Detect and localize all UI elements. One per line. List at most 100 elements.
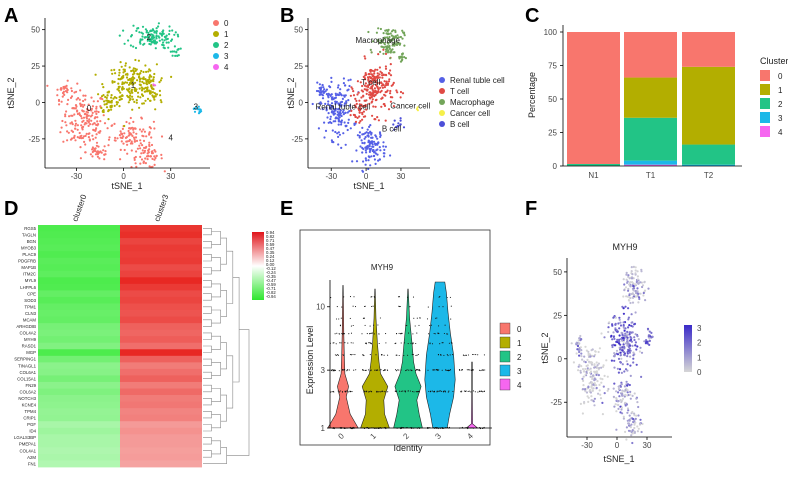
data-point xyxy=(622,295,625,298)
data-point xyxy=(83,103,86,107)
data-point xyxy=(102,114,105,117)
jitter-dot xyxy=(385,333,387,335)
jitter-dot xyxy=(332,369,334,371)
jitter-dot xyxy=(395,370,398,372)
data-point xyxy=(620,408,623,411)
data-point xyxy=(139,39,142,42)
data-point xyxy=(629,335,632,339)
y-tick-label: -25 xyxy=(291,135,303,144)
jitter-dot xyxy=(373,324,375,326)
data-point xyxy=(629,301,632,305)
data-point xyxy=(602,364,605,367)
data-point xyxy=(167,46,170,49)
jitter-dot xyxy=(352,324,354,327)
data-point xyxy=(620,357,623,360)
data-point xyxy=(107,108,110,112)
jitter-dot xyxy=(348,369,350,371)
data-point xyxy=(147,151,150,154)
data-point xyxy=(403,34,406,37)
gene-label: TAGLN xyxy=(22,232,36,237)
data-point xyxy=(356,134,359,137)
data-point xyxy=(154,108,157,111)
data-point xyxy=(381,76,384,79)
jitter-dot xyxy=(350,354,353,356)
data-point xyxy=(631,429,634,432)
data-point xyxy=(393,128,396,131)
data-point xyxy=(106,99,109,102)
data-point xyxy=(355,102,358,105)
data-point xyxy=(140,89,144,92)
heatmap-cell xyxy=(120,270,202,278)
dendrogram-branch xyxy=(211,257,221,272)
data-point xyxy=(628,296,631,299)
heatmap-cell xyxy=(120,296,202,304)
data-point xyxy=(389,57,392,60)
jitter-dot xyxy=(441,342,443,344)
data-point xyxy=(626,407,630,410)
jitter-dot xyxy=(343,333,346,335)
jitter-dot xyxy=(433,391,435,393)
data-point xyxy=(95,133,98,136)
data-point xyxy=(366,128,369,131)
data-point xyxy=(637,338,640,341)
data-point xyxy=(147,33,150,36)
data-point xyxy=(128,122,131,125)
heatmap-cell xyxy=(120,414,202,422)
data-point xyxy=(90,96,93,99)
data-point xyxy=(629,390,632,393)
x-tick-label: 2 xyxy=(401,431,411,441)
data-point xyxy=(87,136,90,139)
data-point xyxy=(379,27,382,31)
data-point xyxy=(141,134,144,137)
data-point xyxy=(136,79,139,82)
data-point xyxy=(94,136,97,139)
jitter-dot xyxy=(367,391,369,393)
data-point xyxy=(643,280,646,283)
heatmap-cell xyxy=(120,421,202,429)
jitter-dot xyxy=(449,296,451,298)
gene-label: COL6A1 xyxy=(20,370,37,375)
data-point xyxy=(155,63,158,66)
dendrogram-branch xyxy=(226,355,234,409)
data-point xyxy=(144,78,147,81)
panel-b-ylabel: tSNE_2 xyxy=(286,77,296,108)
data-point xyxy=(103,122,107,125)
data-point xyxy=(607,330,610,334)
data-point xyxy=(376,85,379,88)
data-point xyxy=(356,80,359,83)
data-point xyxy=(151,91,154,94)
data-point xyxy=(335,100,338,103)
y-tick-label: 50 xyxy=(31,26,40,35)
data-point xyxy=(80,103,84,106)
heatmap-cell xyxy=(120,257,202,265)
heatmap-cell xyxy=(120,225,202,232)
data-point xyxy=(141,38,144,41)
data-point xyxy=(623,395,626,398)
data-point xyxy=(578,354,581,357)
heatmap-cell xyxy=(38,401,120,409)
data-point xyxy=(380,71,383,75)
data-point xyxy=(131,78,134,81)
data-point xyxy=(630,321,633,324)
jitter-dot xyxy=(466,369,468,371)
jitter-dot xyxy=(472,369,474,371)
data-point xyxy=(368,143,371,146)
data-point xyxy=(371,114,374,117)
scale-tick-label: 0.47 xyxy=(266,246,275,251)
bar-segment xyxy=(682,66,735,145)
data-point xyxy=(626,280,629,283)
data-point xyxy=(133,100,136,103)
data-point xyxy=(392,37,395,40)
data-point xyxy=(121,136,124,139)
jitter-dot xyxy=(460,369,462,371)
data-point xyxy=(342,132,345,135)
dendrogram-branch xyxy=(203,228,212,236)
data-point xyxy=(154,156,157,160)
data-point xyxy=(627,342,630,345)
legend-swatch xyxy=(439,99,445,105)
data-point xyxy=(324,129,328,132)
x-tick-label: -30 xyxy=(581,441,593,450)
data-point xyxy=(142,43,145,46)
data-point xyxy=(318,93,321,96)
gene-label: TPM1 xyxy=(25,304,37,309)
